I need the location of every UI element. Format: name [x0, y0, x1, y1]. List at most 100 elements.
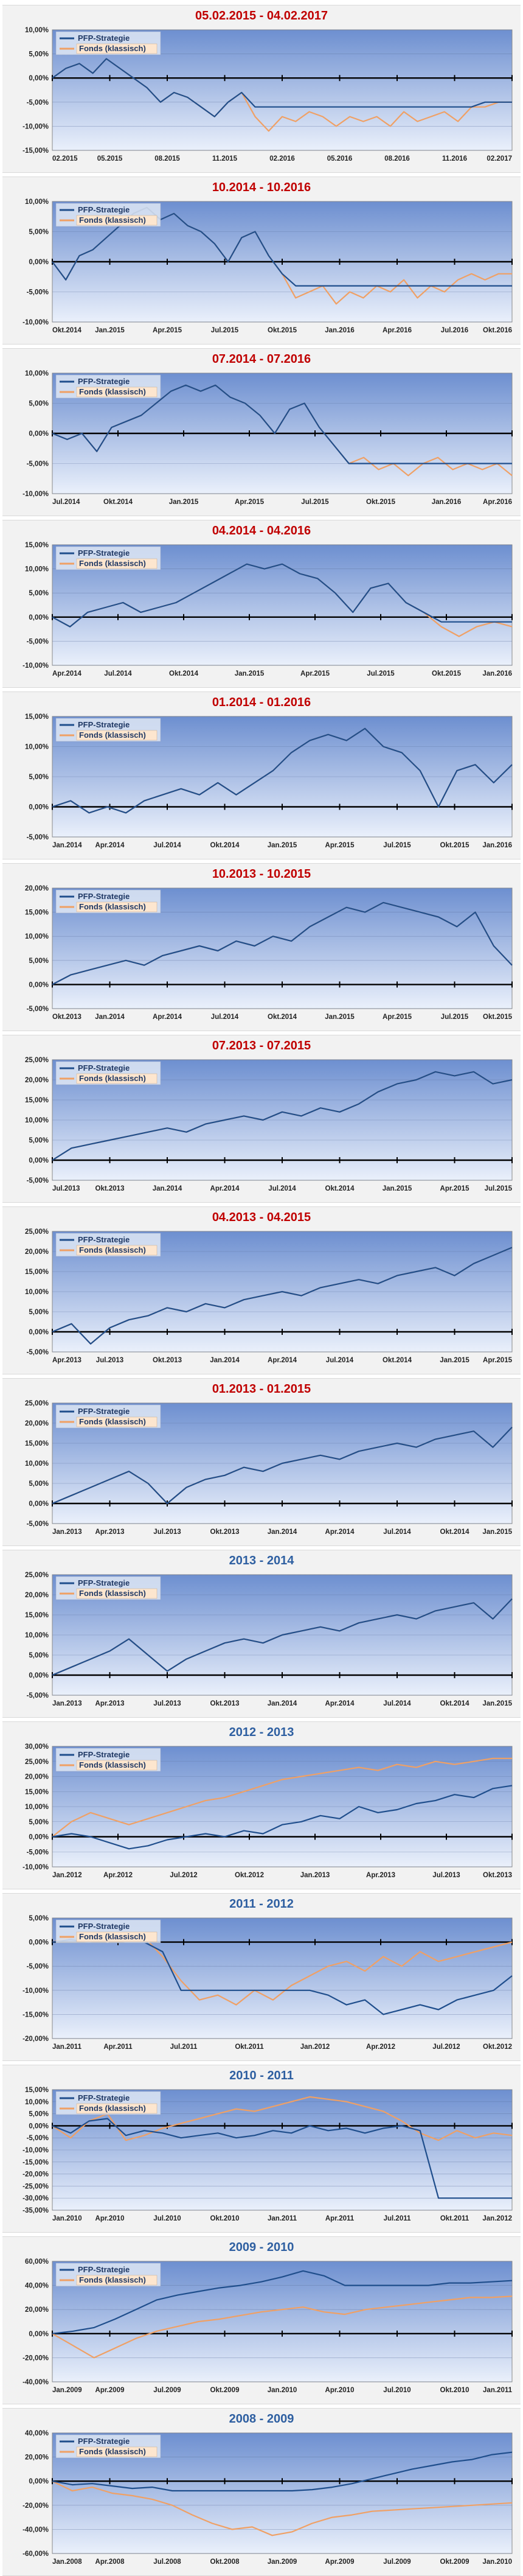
- x-tick-label: Jan.2011: [483, 2387, 513, 2394]
- legend-label-pfp-strategie: PFP-Strategie: [78, 1578, 130, 1587]
- chart-title: 07.2014 - 07.2016: [212, 352, 311, 366]
- x-tick-label: Okt.2015: [483, 1013, 513, 1021]
- chart-panel: 2011 - 2012 5,00% 0,00% -5,00% -10,00% -15,00…: [2, 1893, 521, 2061]
- y-tick-label: -10,00%: [23, 2147, 49, 2154]
- x-tick-label: Jul.2011: [170, 2043, 198, 2051]
- legend-label-pfp-strategie: PFP-Strategie: [78, 1063, 130, 1073]
- legend-label-pfp-strategie: PFP-Strategie: [78, 377, 130, 386]
- line-chart: 15,00%10,00%5,00%0,00%-5,00%-10,00%Apr.2…: [23, 542, 513, 677]
- y-tick-label: -5,00%: [27, 289, 49, 296]
- legend-label-pfp-strategie: PFP-Strategie: [78, 1922, 130, 1931]
- x-tick-label: Okt.2008: [210, 2558, 240, 2566]
- y-tick-label: 0,00%: [29, 1939, 49, 1947]
- series-line-pfp-strategie: [52, 2270, 513, 2334]
- x-tick-label: Apr.2015: [383, 1013, 412, 1021]
- x-tick-label: Apr.2013: [95, 1528, 125, 1536]
- x-tick-label: 11.2016: [442, 155, 467, 163]
- chart-title: 2013 - 2014: [229, 1554, 294, 1567]
- series-line-fonds-klassisch: [52, 1757, 512, 1838]
- x-tick-label: Jul.2014: [268, 1185, 296, 1192]
- y-tick-label: 15,00%: [25, 1269, 49, 1276]
- x-tick-label: Jan.2014: [52, 842, 82, 849]
- legend-label-pfp-strategie: PFP-Strategie: [78, 2093, 130, 2102]
- x-tick-label: Apr.2011: [103, 2043, 133, 2051]
- x-tick-label: Jan.2015: [440, 1357, 469, 1364]
- legend-label-pfp-strategie: PFP-Strategie: [78, 2265, 130, 2274]
- x-tick-label: Jul.2014: [52, 499, 80, 506]
- y-tick-label: 40,00%: [25, 2430, 49, 2437]
- y-tick-label: -10,00%: [23, 1864, 49, 1871]
- line-chart: 30,00% 25,00% 20,00% 15,00% 10,00% 5,00% 0,00%…: [23, 1743, 513, 1879]
- x-tick-label: Jan.2015: [383, 1185, 412, 1192]
- x-tick-label: Jan.2013: [52, 1528, 82, 1536]
- line-chart: 10,00% 5,00% 0,00% -5,00% -10,00%Jul.2014 Okt…: [23, 370, 513, 506]
- x-tick-label: Jul.2013: [96, 1357, 123, 1364]
- x-tick-label: 08.2015: [154, 155, 180, 163]
- y-tick-label: 0,00%: [29, 75, 49, 82]
- x-tick-label: 05.2016: [327, 155, 353, 163]
- legend-label-pfp-strategie: PFP-Strategie: [78, 720, 130, 729]
- y-tick-label: 0,00%: [29, 2331, 49, 2338]
- x-tick-label: Jan.2015: [95, 327, 125, 334]
- y-tick-label: -5,00%: [27, 1006, 49, 1013]
- line-chart: 60,00%40,00%20,00%0,00%-20,00%-40,00%Jan…: [23, 2258, 513, 2394]
- x-tick-label: Jul.2009: [153, 2387, 181, 2394]
- legend-highlight: [76, 1245, 158, 1256]
- y-tick-label: 5,00%: [29, 957, 49, 965]
- y-tick-label: 25,00%: [25, 1057, 49, 1064]
- y-tick-label: 5,00%: [29, 1137, 49, 1144]
- x-tick-label: Jul.2011: [384, 2215, 411, 2222]
- y-tick-label: 5,00%: [29, 1915, 49, 1922]
- series-line-pfp-strategie: [52, 1071, 513, 1161]
- x-tick-label: Okt.2014: [440, 1700, 470, 1707]
- line-chart: 10,00%5,00%0,00%-5,00%-10,00%-15,00%02.2…: [23, 27, 513, 163]
- x-tick-label: Jan.2016: [325, 327, 355, 334]
- legend-label-fonds-klassisch: Fonds (klassisch): [79, 559, 146, 568]
- y-tick-label: -5,00%: [27, 461, 49, 468]
- chart-title: 10.2013 - 10.2015: [212, 867, 311, 881]
- y-tick-label: 0,00%: [29, 1329, 49, 1336]
- x-tick-label: Apr.2010: [325, 2387, 355, 2394]
- y-tick-label: -40,00%: [23, 2526, 49, 2533]
- x-tick-label: Jan.2009: [52, 2387, 82, 2394]
- y-tick-label: 5,00%: [29, 2111, 49, 2118]
- y-tick-label: -30,00%: [23, 2195, 49, 2202]
- x-tick-label: Jul.2012: [170, 1872, 197, 1879]
- x-tick-label: Jul.2013: [432, 1872, 460, 1879]
- x-tick-label: Jan.2012: [52, 1872, 82, 1879]
- chart-panel: 2012 - 2013 30,00% 25,00% 20,00% 15,00% 10,00…: [2, 1721, 521, 1889]
- y-tick-label: -10,00%: [23, 491, 49, 498]
- x-tick-label: Jan.2014: [95, 1013, 125, 1021]
- y-tick-label: 15,00%: [25, 2087, 49, 2094]
- x-tick-label: Jul.2015: [485, 1185, 513, 1192]
- y-tick-label: 5,00%: [29, 1652, 49, 1659]
- x-tick-label: Jan.2015: [268, 842, 297, 849]
- chart-panel: 2009 - 2010 60,00% 40,00% 20,00% 0,00% -20,00…: [2, 2236, 521, 2404]
- x-tick-label: 05.2015: [97, 155, 123, 163]
- chart-panel: 04.2014 - 04.2016 15,00% 10,00% 5,00% 0,00% -…: [2, 520, 521, 688]
- y-tick-label: 0,00%: [29, 1500, 49, 1508]
- legend-highlight: [76, 730, 158, 741]
- y-tick-label: 15,00%: [25, 909, 49, 917]
- series-line-pfp-strategie: [52, 2118, 512, 2199]
- y-tick-label: -25,00%: [23, 2183, 49, 2190]
- x-tick-label: Okt.2011: [440, 2215, 469, 2222]
- x-tick-label: Okt.2013: [210, 1700, 240, 1707]
- x-tick-label: Jan.2015: [482, 1700, 512, 1707]
- y-tick-label: -5,00%: [27, 1521, 49, 1528]
- y-tick-label: 5,00%: [29, 1819, 49, 1826]
- y-tick-label: 10,00%: [25, 2099, 49, 2106]
- y-tick-label: 5,00%: [29, 229, 49, 236]
- legend-highlight: [76, 2103, 158, 2114]
- legend-label-pfp-strategie: PFP-Strategie: [78, 1235, 130, 1244]
- x-tick-label: Jan.2015: [169, 499, 199, 506]
- y-tick-label: 5,00%: [29, 1480, 49, 1488]
- x-tick-label: Jan.2011: [52, 2043, 82, 2051]
